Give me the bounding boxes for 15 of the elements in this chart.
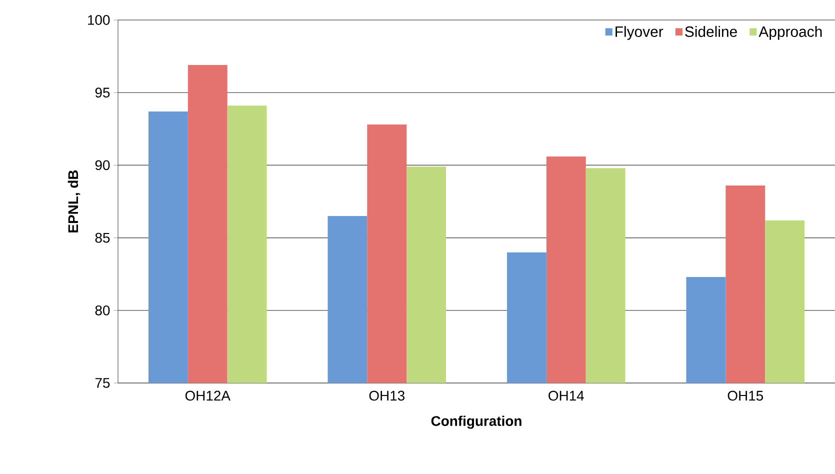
y-tick-label: 95 xyxy=(95,88,110,98)
x-tick-label: OH13 xyxy=(369,390,404,401)
y-tick-label: 75 xyxy=(95,378,110,388)
x-tick-label: OH14 xyxy=(548,390,584,401)
y-axis-title: EPNL, dB xyxy=(68,170,80,232)
x-tick-label: OH15 xyxy=(728,390,764,401)
y-tick-label: 80 xyxy=(95,305,110,316)
legend-label: Sideline xyxy=(685,26,737,37)
y-tick-label: 85 xyxy=(95,232,110,243)
x-axis-title: Configuration xyxy=(431,416,522,429)
legend-label: Approach xyxy=(758,26,822,40)
legend-label: Flyover xyxy=(616,26,664,40)
x-tick-label: OH12A xyxy=(185,390,230,401)
y-tick-label: 90 xyxy=(95,160,110,170)
y-tick-label: 100 xyxy=(88,15,110,25)
